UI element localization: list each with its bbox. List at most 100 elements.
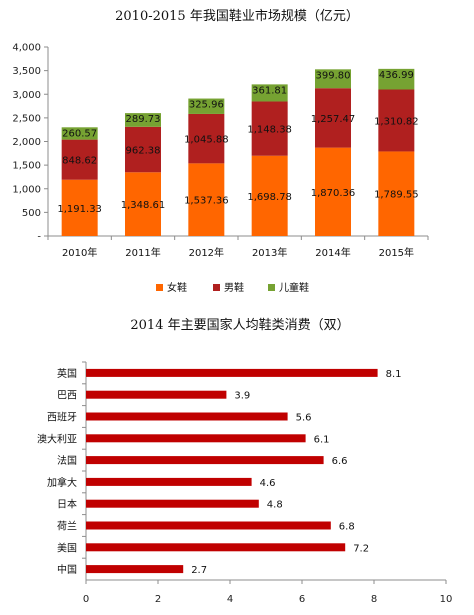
bar [86,456,324,465]
bar [86,390,227,399]
y-tick-label: 荷兰 [57,520,77,533]
data-label: 1,310.82 [374,116,419,127]
data-label: 848.62 [62,156,97,167]
bar [86,565,184,574]
data-label: 1,348.61 [121,200,166,211]
data-label: 1,191.33 [57,204,102,215]
y-tick-label: 3,000 [12,90,41,101]
chart-legend: 女鞋 男鞋 儿童鞋 [156,281,309,294]
data-label: 6.6 [332,456,348,467]
bar [86,521,331,530]
bar-segment [188,163,225,236]
bar-segment [188,113,225,164]
data-label: 1,148.38 [247,125,292,136]
chart-axes: 4,000 3,500 3,000 2,500 2,000 1,500 1,000 500 - 2… [12,43,429,259]
bar-segment [251,84,288,102]
bar-segment [125,126,161,173]
y-tick-label: 1,000 [12,184,41,195]
x-tick-label: 2015年 [379,246,414,259]
bar-segment [315,147,351,236]
bar [86,543,346,552]
data-label: 1,537.36 [184,196,229,207]
data-label: 3.9 [234,391,250,402]
y-tick-label: 美国 [57,541,77,554]
y-tick-label: 英国 [57,367,77,380]
chart-bars [61,68,415,236]
data-label: 289.73 [126,114,161,125]
x-tick-label: 6 [299,594,305,605]
x-tick-label: 10 [440,594,453,605]
bar [86,499,259,508]
y-tick-label: 500 [22,208,41,219]
bar [86,434,306,443]
data-label: 436.99 [379,70,414,81]
bar-segment [61,127,98,140]
data-label: 6.1 [314,434,330,445]
y-tick-label: 澳大利亚 [37,432,77,445]
y-tick-label: 4,000 [12,43,41,54]
x-tick-label: 2011年 [125,246,160,259]
bar [86,368,378,377]
data-label: 1,257.47 [311,114,356,125]
y-tick-label: 日本 [57,498,77,511]
y-tick-label: 3,500 [12,66,41,77]
y-tick-label: 2,000 [12,137,41,148]
legend-swatch [156,284,163,291]
data-label: 399.80 [316,70,351,81]
y-tick-label: 巴西 [57,390,77,402]
x-tick-label: 2012年 [189,246,224,259]
data-label: 8.1 [386,369,402,380]
data-label: 1,789.55 [374,190,419,201]
bar-segment [378,151,415,236]
bar-segment [125,113,161,127]
y-tick-label: 2,500 [12,113,41,124]
x-tick-label: 8 [371,594,377,605]
legend-label: 女鞋 [167,281,187,294]
bar [86,412,288,421]
legend-label: 男鞋 [224,281,244,294]
chart-bars: 8.1 3.9 5.66.16.6 4.6 4.8 6.8 7.2 2.7 [86,368,402,576]
data-label: 6.8 [339,522,355,533]
y-tick-label: 法国 [57,454,77,467]
legend-label: 儿童鞋 [279,281,309,294]
y-tick-label: 1,500 [12,161,41,172]
bar-segment [188,98,225,114]
data-label: 5.6 [296,413,312,424]
data-label: 260.57 [62,128,97,139]
data-label: 2.7 [191,565,207,576]
bar-segment [315,88,351,148]
data-label: 1,870.36 [311,188,356,199]
bar-segment [61,179,98,236]
legend-swatch [213,284,220,291]
horizontal-bar-chart: 2014 年主要国家人均鞋类消费（双） 0 2 4 6 8 10 英国巴西西班牙澳大利亚法国… [37,317,453,605]
x-tick-label: 2 [155,594,161,605]
y-tick-label: 西班牙 [47,412,77,424]
y-tick-label: 中国 [57,563,77,576]
chart-title: 2010-2015 年我国鞋业市场规模（亿元） [115,8,359,24]
x-tick-label: 2010年 [62,246,97,259]
x-tick-label: 0 [83,594,89,605]
data-label: 325.96 [189,100,224,111]
y-tick-label: 加拿大 [47,476,77,489]
data-label: 1,698.78 [247,192,292,203]
data-label: 4.6 [260,478,276,489]
x-tick-label: 4 [227,594,233,605]
stacked-bar-chart: 2010-2015 年我国鞋业市场规模（亿元） 4,000 3,500 3,000 2… [12,8,429,294]
data-label: 4.8 [267,500,283,511]
data-label: 7.2 [353,543,369,554]
bar-segment [378,68,415,90]
x-tick-label: 2014年 [315,246,350,259]
bar-segment [251,101,288,156]
x-tick-label: 2013年 [252,246,287,259]
data-label: 1,045.88 [184,135,229,146]
data-labels: 1,191.33 848.62 260.57 1,348.61 962.38 289.73… [57,70,418,215]
chart-title: 2014 年主要国家人均鞋类消费（双） [130,317,349,333]
data-label: 962.38 [126,146,161,157]
bar-segment [61,139,98,180]
bar-segment [315,69,351,89]
bar [86,477,252,486]
bar-segment [251,155,288,236]
data-label: 361.81 [252,85,287,96]
bar-segment [125,172,161,236]
